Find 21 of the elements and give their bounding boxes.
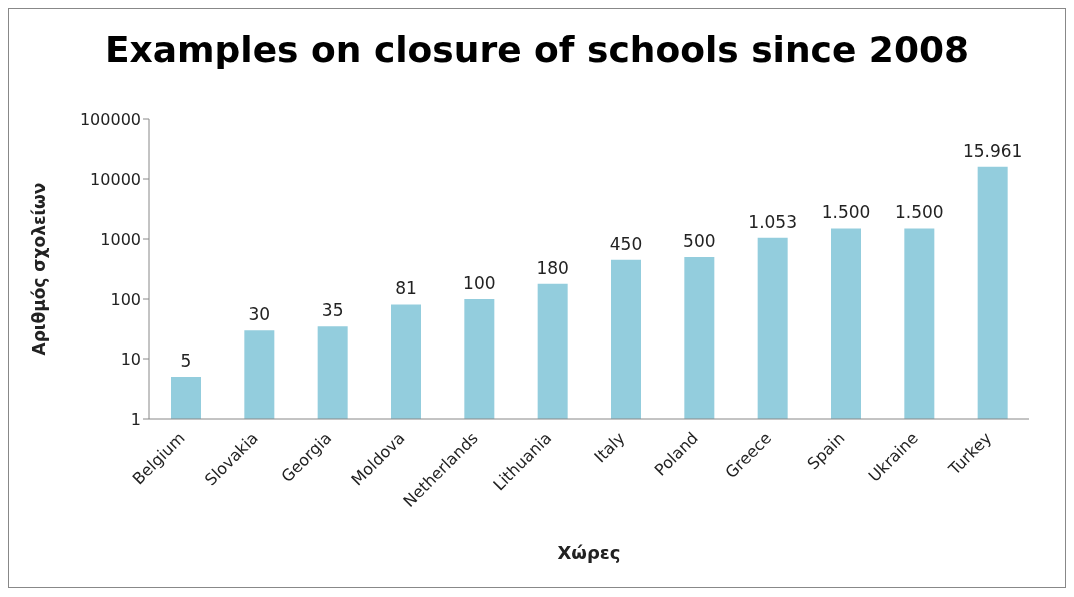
chart-title: Examples on closure of schools since 2008: [103, 29, 971, 72]
data-label: 500: [683, 231, 716, 252]
data-label: 81: [395, 278, 417, 299]
y-tick-label: 100: [110, 289, 141, 309]
data-label: 100: [463, 273, 496, 293]
data-label: 35: [321, 300, 344, 321]
data-label: 450: [609, 233, 643, 254]
x-axis-title: Χώρες: [557, 542, 621, 563]
y-tick-label: 10: [120, 349, 141, 369]
data-label: 180: [536, 257, 569, 278]
y-tick-label: 100000: [79, 109, 141, 129]
data-label: 5: [180, 351, 192, 372]
data-label: 1.500: [821, 202, 871, 223]
y-axis-title: Αριθμός σχολείων: [29, 182, 50, 356]
y-tick-label: 1: [130, 409, 141, 429]
data-label: 30: [248, 304, 271, 325]
data-label: 1.500: [895, 202, 944, 223]
y-tick-label: 10000: [90, 169, 141, 189]
y-tick-label: 1000: [100, 229, 141, 249]
data-label: 15.961: [962, 140, 1023, 161]
data-label: 1.053: [748, 211, 797, 232]
